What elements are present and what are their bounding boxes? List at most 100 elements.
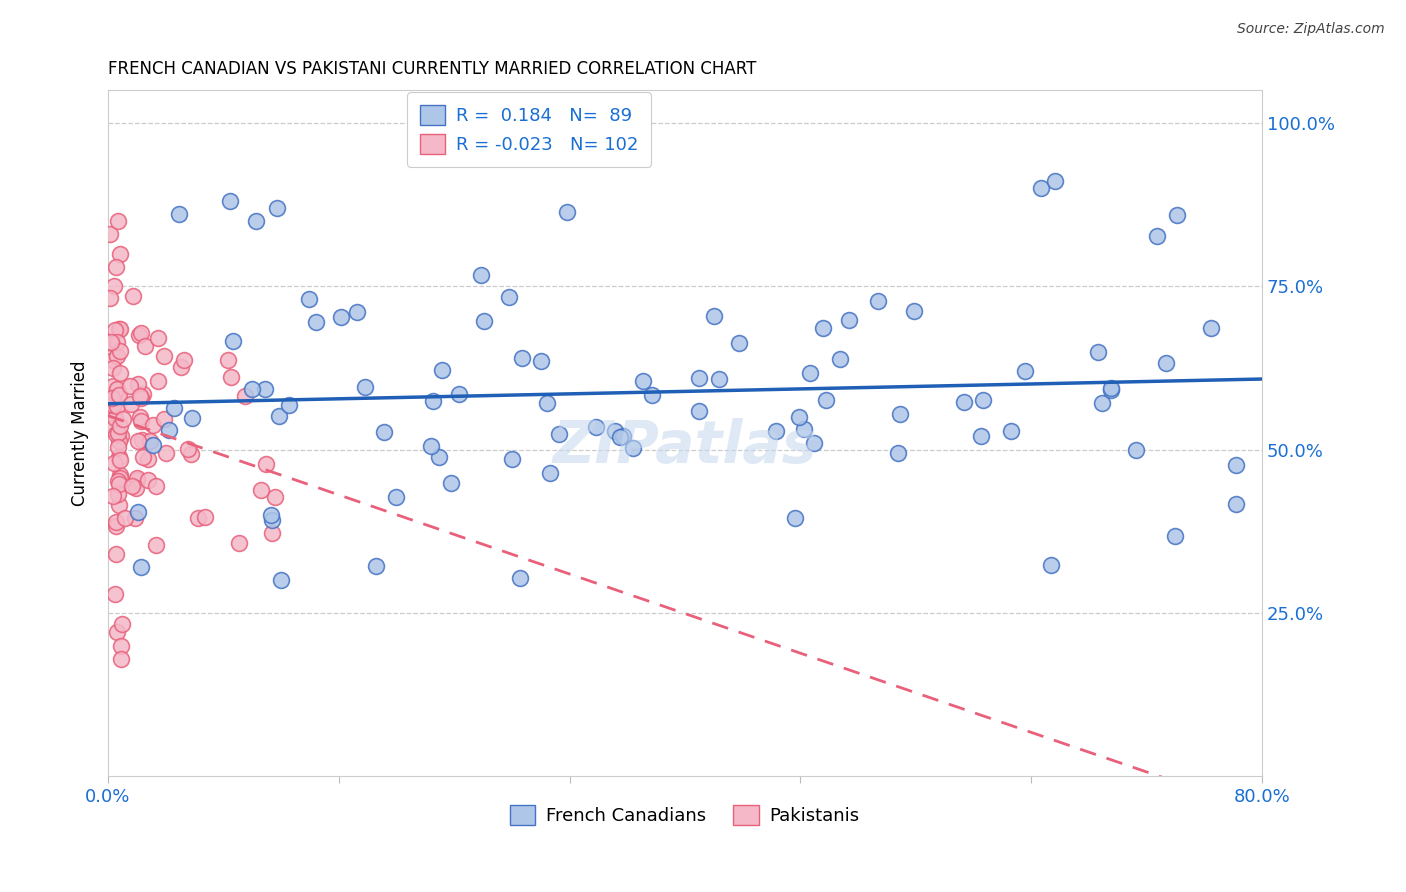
Point bbox=[688, 404, 710, 418]
Point bbox=[153, 411, 176, 425]
Point bbox=[1040, 558, 1063, 573]
Point bbox=[1099, 381, 1122, 395]
Point bbox=[889, 407, 911, 421]
Point bbox=[538, 466, 561, 480]
Point bbox=[187, 511, 209, 525]
Point bbox=[148, 374, 170, 388]
Point bbox=[124, 481, 146, 495]
Point bbox=[631, 374, 654, 388]
Point bbox=[103, 323, 125, 337]
Point bbox=[129, 389, 152, 403]
Point bbox=[136, 451, 159, 466]
Point bbox=[887, 446, 910, 460]
Point bbox=[180, 410, 202, 425]
Point bbox=[838, 313, 860, 327]
Point bbox=[124, 511, 146, 525]
Point bbox=[612, 429, 634, 443]
Point bbox=[609, 430, 631, 444]
Point bbox=[107, 487, 129, 501]
Point bbox=[101, 393, 124, 408]
Point bbox=[101, 360, 124, 375]
Point bbox=[765, 424, 787, 438]
Point bbox=[972, 392, 994, 407]
Point bbox=[101, 353, 124, 368]
Point bbox=[105, 515, 128, 529]
Point bbox=[787, 410, 810, 425]
Point bbox=[103, 386, 125, 401]
Point bbox=[346, 304, 368, 318]
Point bbox=[108, 388, 131, 402]
Point bbox=[131, 450, 153, 464]
Point bbox=[110, 471, 132, 485]
Point bbox=[373, 425, 395, 439]
Point bbox=[1225, 497, 1247, 511]
Point bbox=[1199, 320, 1222, 334]
Point bbox=[127, 473, 149, 487]
Point bbox=[440, 476, 463, 491]
Point bbox=[108, 246, 131, 260]
Point bbox=[108, 453, 131, 467]
Point bbox=[270, 573, 292, 587]
Point bbox=[269, 409, 291, 423]
Point bbox=[105, 260, 128, 274]
Point bbox=[422, 393, 444, 408]
Point bbox=[155, 446, 177, 460]
Point bbox=[266, 201, 288, 215]
Point bbox=[105, 625, 128, 640]
Point bbox=[163, 401, 186, 415]
Point bbox=[330, 310, 353, 324]
Point bbox=[1146, 229, 1168, 244]
Point bbox=[129, 410, 152, 425]
Point bbox=[107, 474, 129, 488]
Point bbox=[110, 651, 132, 665]
Point bbox=[903, 304, 925, 318]
Point bbox=[815, 393, 838, 408]
Point bbox=[114, 511, 136, 525]
Point bbox=[101, 398, 124, 412]
Point bbox=[98, 227, 121, 241]
Point bbox=[180, 447, 202, 461]
Text: FRENCH CANADIAN VS PAKISTANI CURRENTLY MARRIED CORRELATION CHART: FRENCH CANADIAN VS PAKISTANI CURRENTLY M… bbox=[108, 60, 756, 78]
Point bbox=[217, 353, 239, 368]
Point bbox=[1014, 364, 1036, 378]
Point bbox=[131, 391, 153, 405]
Point bbox=[688, 370, 710, 384]
Point bbox=[470, 268, 492, 283]
Point bbox=[498, 290, 520, 304]
Point bbox=[970, 428, 993, 442]
Point bbox=[98, 291, 121, 305]
Point bbox=[260, 508, 283, 523]
Point bbox=[104, 586, 127, 600]
Point bbox=[129, 414, 152, 428]
Point bbox=[219, 194, 242, 209]
Point bbox=[262, 513, 284, 527]
Point bbox=[120, 379, 142, 393]
Point bbox=[420, 439, 443, 453]
Point bbox=[298, 293, 321, 307]
Point bbox=[803, 435, 825, 450]
Point bbox=[100, 392, 122, 406]
Point bbox=[1166, 208, 1188, 222]
Point bbox=[799, 366, 821, 380]
Point bbox=[1091, 396, 1114, 410]
Point bbox=[107, 425, 129, 440]
Point bbox=[104, 519, 127, 533]
Point bbox=[793, 422, 815, 436]
Point bbox=[134, 339, 156, 353]
Point bbox=[1043, 174, 1066, 188]
Point bbox=[170, 359, 193, 374]
Point bbox=[108, 344, 131, 359]
Point bbox=[103, 456, 125, 470]
Point bbox=[131, 434, 153, 448]
Point bbox=[157, 423, 180, 437]
Point bbox=[621, 442, 644, 456]
Point bbox=[148, 330, 170, 344]
Point bbox=[364, 558, 387, 573]
Point bbox=[707, 372, 730, 386]
Point bbox=[107, 440, 129, 454]
Point bbox=[103, 489, 125, 503]
Point bbox=[254, 458, 277, 472]
Point bbox=[472, 314, 495, 328]
Point bbox=[278, 398, 301, 412]
Point bbox=[110, 322, 132, 336]
